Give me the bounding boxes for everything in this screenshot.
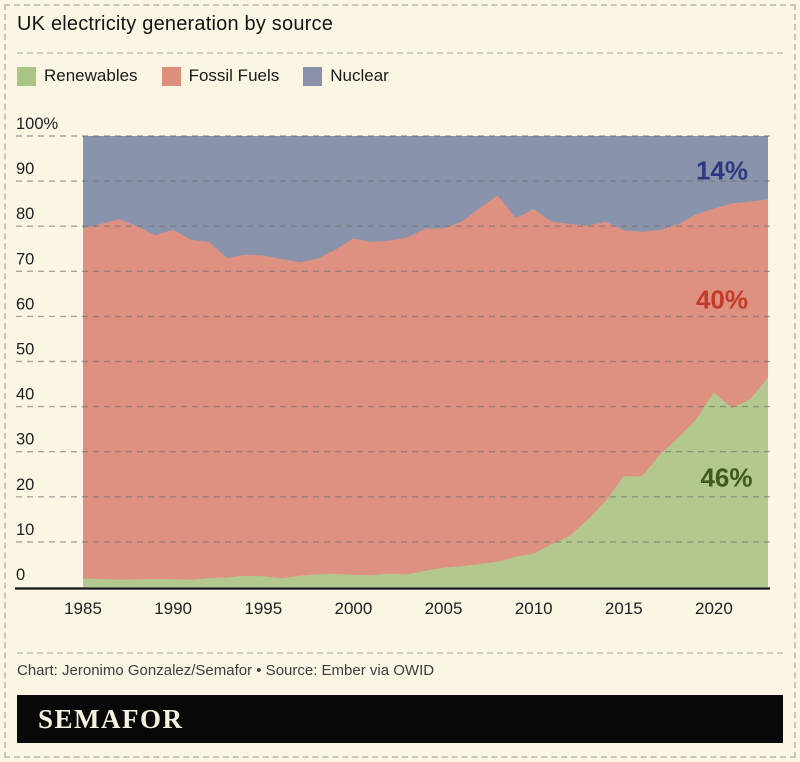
area-fossil-fuels — [83, 195, 768, 587]
legend-label: Renewables — [44, 66, 138, 85]
y-tick-label: 30 — [16, 431, 34, 449]
legend-label: Fossil Fuels — [188, 66, 280, 85]
series-value-label: 14% — [696, 155, 748, 185]
nuclear-swatch-icon — [303, 66, 323, 86]
y-tick-label: 50 — [16, 341, 34, 359]
x-tick-label: 2005 — [425, 599, 463, 618]
y-tick-label: 100% — [16, 115, 59, 133]
y-tick-label: 20 — [16, 476, 34, 494]
series-value-label: 40% — [696, 284, 748, 314]
legend-item-fossil-fuels: Fossil Fuels — [161, 66, 280, 86]
legend-label: Nuclear — [330, 66, 389, 85]
y-tick-label: 10 — [16, 521, 34, 539]
page-title: UK electricity generation by source — [17, 13, 334, 35]
y-tick-label: 0 — [16, 566, 25, 584]
legend-item-renewables: Renewables — [17, 66, 138, 86]
series-value-label: 46% — [700, 462, 752, 492]
fossil-fuels-swatch-icon — [161, 66, 181, 86]
renewables-swatch-icon — [17, 66, 36, 86]
y-tick-label: 80 — [16, 205, 34, 223]
area-renewables — [83, 377, 768, 587]
stacked-area-chart: 0 10 20 30 40 50 60 70 80 90 100% 1985 1990 1995 2000 2… — [15, 115, 775, 618]
y-tick-label: 70 — [16, 250, 34, 268]
x-tick-label: 2000 — [334, 599, 372, 618]
x-tick-label: 2010 — [515, 599, 553, 618]
x-tick-label: 2015 — [605, 599, 643, 618]
x-tick-label: 2020 — [695, 599, 733, 618]
chart-legend: Renewables Fossil Fuels Nuclear — [17, 66, 413, 86]
semafor-logo: SEMAFOR — [38, 703, 184, 734]
x-tick-label: 1995 — [244, 599, 282, 618]
legend-item-nuclear: Nuclear — [303, 66, 389, 86]
footer-divider — [17, 652, 783, 654]
y-tick-label: 90 — [16, 160, 34, 178]
title-divider — [17, 52, 783, 54]
x-tick-label: 1985 — [64, 599, 102, 618]
y-tick-label: 60 — [16, 295, 34, 313]
chart-credit: Chart: Jeronimo Gonzalez/Semafor • Sourc… — [17, 662, 435, 679]
y-tick-label: 40 — [16, 386, 34, 404]
semafor-logo-bar: SEMAFOR — [17, 695, 783, 743]
x-tick-label: 1990 — [154, 599, 192, 618]
